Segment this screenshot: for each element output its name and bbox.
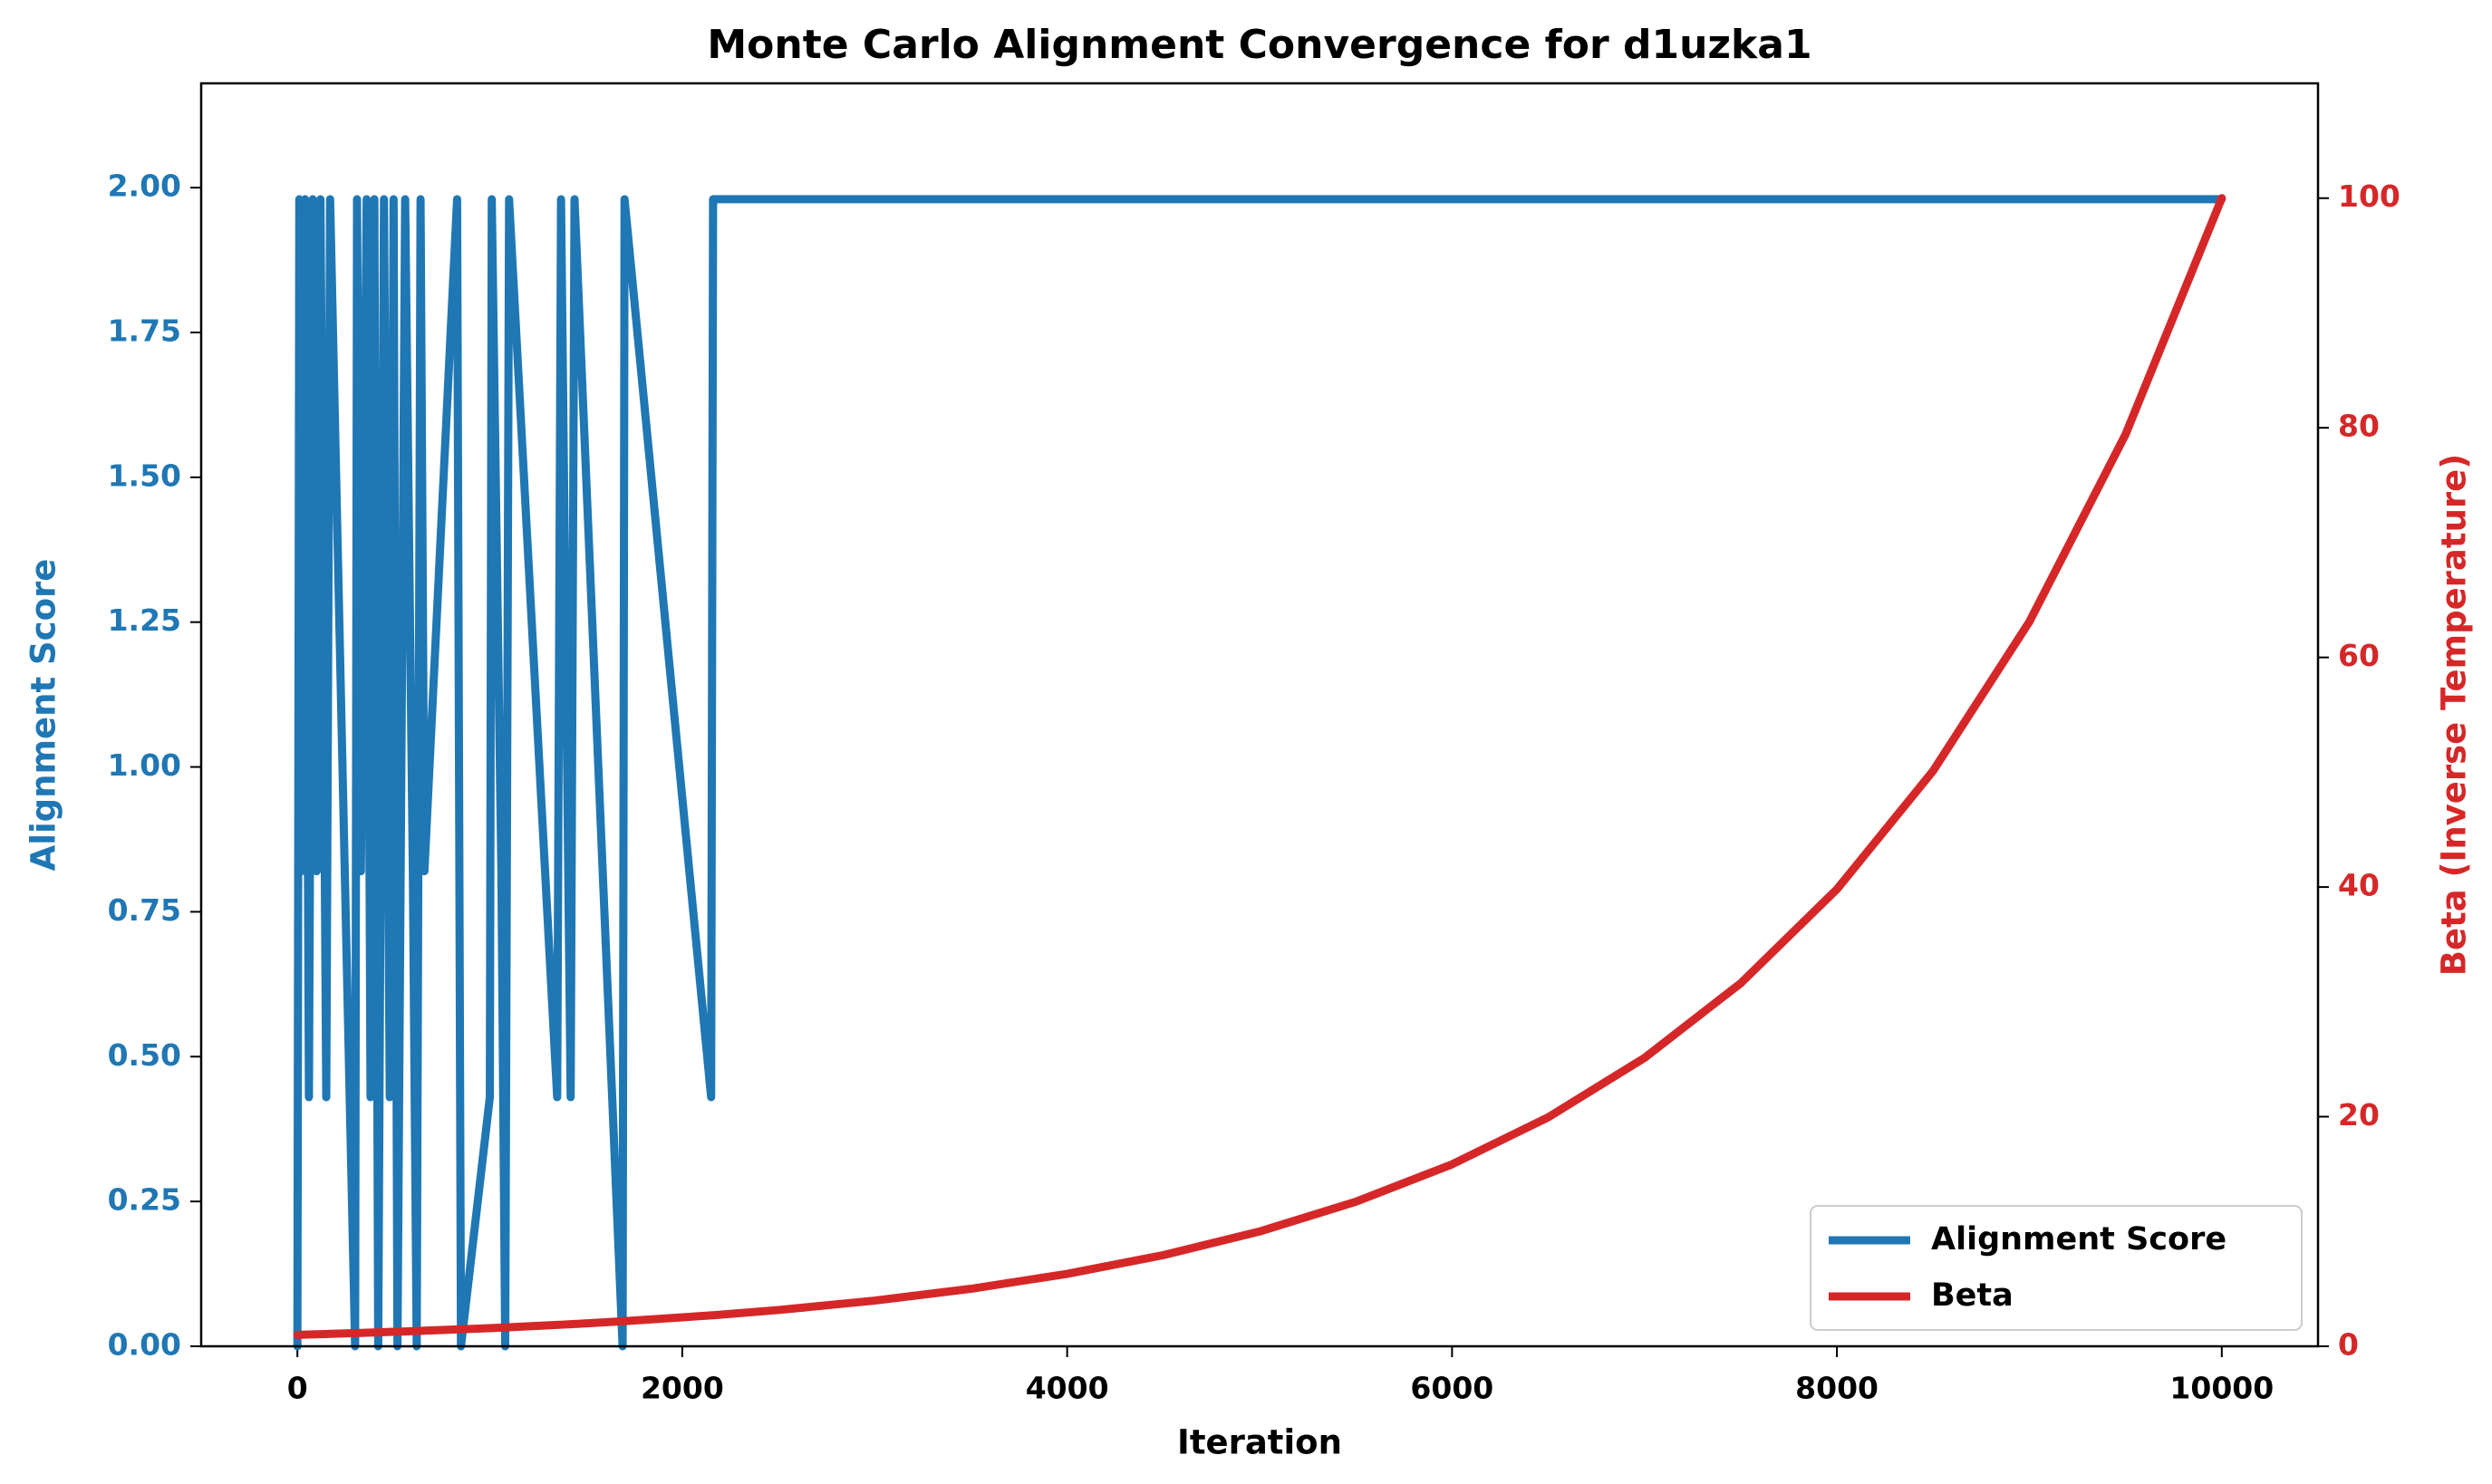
y-tick-label: 1.75 xyxy=(108,313,181,348)
y2-tick-label: 0 xyxy=(2338,1327,2359,1363)
y-tick-label: 0.50 xyxy=(108,1037,181,1073)
y-tick-label: 2.00 xyxy=(108,169,181,204)
legend-label: Alignment Score xyxy=(1931,1221,2226,1258)
y2-tick-label: 80 xyxy=(2338,409,2380,444)
y2-tick-label: 60 xyxy=(2338,638,2380,673)
y-tick-label: 0.75 xyxy=(108,892,181,928)
chart-title: Monte Carlo Alignment Convergence for d1… xyxy=(707,22,1811,68)
legend-label: Beta xyxy=(1931,1277,2014,1314)
y-tick-label: 0.25 xyxy=(108,1182,181,1218)
x-tick-label: 8000 xyxy=(1795,1371,1879,1406)
y-tick-label: 1.25 xyxy=(108,602,181,638)
x-axis-label: Iteration xyxy=(1177,1423,1342,1462)
y2-tick-label: 100 xyxy=(2338,178,2400,214)
y-tick-label: 1.00 xyxy=(108,747,181,783)
y-axis-label: Alignment Score xyxy=(24,559,63,872)
x-tick-label: 0 xyxy=(287,1371,308,1406)
y-tick-label: 1.50 xyxy=(108,458,181,493)
x-tick-label: 4000 xyxy=(1026,1371,1109,1406)
x-tick-label: 10000 xyxy=(2169,1371,2274,1406)
x-tick-label: 6000 xyxy=(1410,1371,1493,1406)
y2-tick-label: 20 xyxy=(2338,1097,2380,1132)
data-line xyxy=(293,194,2226,1339)
legend-box xyxy=(1810,1205,2303,1331)
y2-tick-label: 40 xyxy=(2338,868,2380,903)
data-line xyxy=(293,195,2226,1351)
x-tick-label: 2000 xyxy=(641,1371,724,1406)
plot-frame xyxy=(199,82,2320,1348)
y2-axis-label: Beta (Inverse Temperature) xyxy=(2435,454,2474,976)
y-tick-label: 0.00 xyxy=(108,1327,181,1363)
